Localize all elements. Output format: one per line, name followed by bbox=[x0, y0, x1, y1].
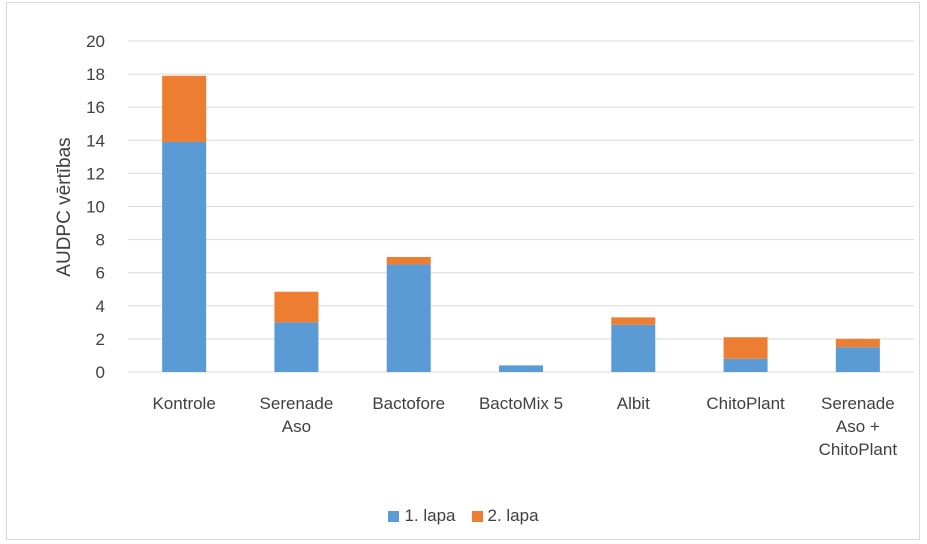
y-tick-label: 14 bbox=[86, 131, 105, 150]
bar-series-2 bbox=[611, 317, 656, 325]
y-tick-label: 8 bbox=[96, 231, 105, 250]
x-tick-label: Bactofore bbox=[372, 394, 445, 413]
bars bbox=[162, 75, 880, 372]
x-tick-label: Kontrole bbox=[152, 394, 215, 413]
legend-label: 1. lapa bbox=[404, 506, 456, 525]
bar-series-2 bbox=[274, 291, 319, 323]
x-tick-label: BactoMix 5 bbox=[479, 394, 563, 413]
x-tick-label: ChitoPlant bbox=[706, 394, 785, 413]
legend: 1. lapa 2. lapa bbox=[0, 506, 927, 526]
bar-series-1 bbox=[499, 365, 543, 372]
y-tick-label: 18 bbox=[86, 65, 105, 84]
bar-series-1 bbox=[611, 324, 656, 372]
bar-series-2 bbox=[723, 337, 768, 359]
y-tick-label: 12 bbox=[86, 164, 105, 183]
y-axis-ticks: 0 2 4 6 8 10 12 14 16 18 20 bbox=[86, 32, 105, 382]
y-tick-label: 16 bbox=[86, 98, 105, 117]
y-tick-label: 2 bbox=[96, 330, 105, 349]
y-tick-label: 10 bbox=[86, 198, 105, 217]
bar-series-1 bbox=[835, 347, 880, 372]
legend-item-2: 2. lapa bbox=[471, 506, 539, 526]
x-tick-label: Serenade Aso bbox=[260, 394, 334, 436]
y-tick-label: 20 bbox=[86, 32, 105, 51]
x-axis-ticks: Kontrole Serenade Aso Bactofore BactoMix 5 Al… bbox=[152, 394, 897, 459]
y-tick-label: 6 bbox=[96, 264, 105, 283]
bar-series-2 bbox=[835, 338, 880, 348]
bar-series-1 bbox=[162, 141, 207, 372]
gridlines bbox=[128, 40, 914, 373]
legend-item-1: 1. lapa bbox=[388, 506, 456, 526]
bar-series-1 bbox=[386, 264, 431, 372]
y-axis-title: AUDPC vērtības bbox=[54, 137, 75, 276]
bar-series-1 bbox=[723, 358, 768, 372]
chart-frame bbox=[6, 2, 920, 540]
bar-series-1 bbox=[274, 322, 319, 372]
x-tick-label: Serenade Aso + ChitoPlant bbox=[819, 394, 898, 459]
y-tick-label: 0 bbox=[96, 363, 105, 382]
bar-series-2 bbox=[162, 75, 207, 142]
legend-swatch bbox=[388, 510, 400, 522]
x-tick-label: Albit bbox=[617, 394, 650, 413]
y-tick-label: 4 bbox=[96, 297, 105, 316]
legend-swatch bbox=[471, 510, 483, 522]
legend-label: 2. lapa bbox=[487, 506, 539, 525]
bar-series-2 bbox=[386, 256, 431, 265]
